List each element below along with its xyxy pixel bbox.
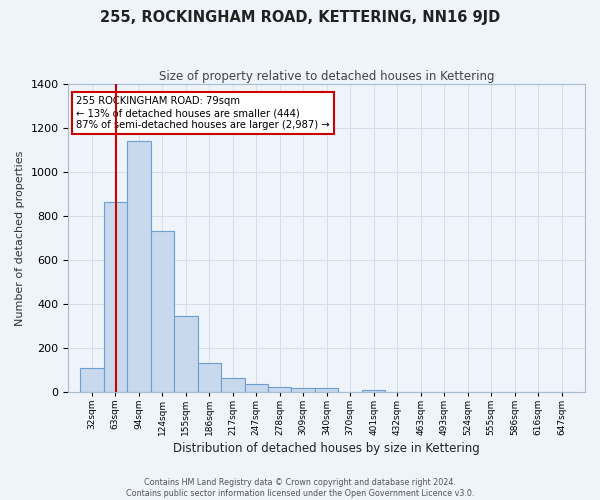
Bar — [174, 316, 197, 392]
Bar — [245, 384, 268, 392]
Bar — [315, 388, 338, 392]
Bar — [268, 388, 292, 392]
Text: 255, ROCKINGHAM ROAD, KETTERING, NN16 9JD: 255, ROCKINGHAM ROAD, KETTERING, NN16 9J… — [100, 10, 500, 25]
Bar — [104, 202, 127, 392]
X-axis label: Distribution of detached houses by size in Kettering: Distribution of detached houses by size … — [173, 442, 480, 455]
Bar — [197, 363, 221, 392]
Bar — [362, 390, 385, 392]
Bar — [292, 388, 315, 392]
Bar — [151, 232, 174, 392]
Y-axis label: Number of detached properties: Number of detached properties — [15, 150, 25, 326]
Bar — [80, 368, 104, 392]
Bar — [221, 378, 245, 392]
Bar — [127, 140, 151, 392]
Title: Size of property relative to detached houses in Kettering: Size of property relative to detached ho… — [159, 70, 494, 83]
Text: 255 ROCKINGHAM ROAD: 79sqm
← 13% of detached houses are smaller (444)
87% of sem: 255 ROCKINGHAM ROAD: 79sqm ← 13% of deta… — [76, 96, 330, 130]
Text: Contains HM Land Registry data © Crown copyright and database right 2024.
Contai: Contains HM Land Registry data © Crown c… — [126, 478, 474, 498]
